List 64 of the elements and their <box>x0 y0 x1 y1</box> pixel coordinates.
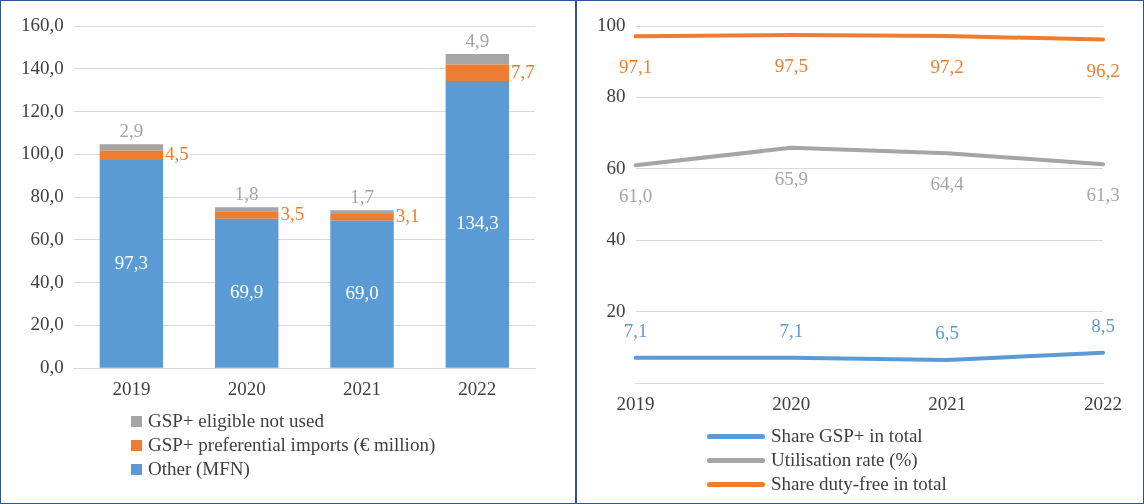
bar <box>445 54 510 65</box>
data-label: 7,1 <box>623 319 648 341</box>
bar <box>330 210 394 214</box>
y-tick-label: 140,0 <box>21 56 64 78</box>
y-tick-label: 80 <box>606 85 626 107</box>
y-tick-label: 20,0 <box>30 313 64 335</box>
bar <box>445 80 510 368</box>
x-tick-label: 2019 <box>616 392 655 414</box>
x-tick-label: 2022 <box>458 377 497 399</box>
y-tick-label: 20 <box>606 299 626 321</box>
x-tick-label: 2022 <box>1084 392 1122 414</box>
data-label: 1,7 <box>350 186 374 208</box>
legend-label: Other (MFN) <box>148 458 250 480</box>
legend-label: Share GSP+ in total <box>771 425 923 447</box>
legend-label: Share duty-free in total <box>771 473 947 495</box>
y-tick-label: 0,0 <box>40 356 64 378</box>
data-label: 97,1 <box>618 56 653 78</box>
bar <box>215 211 279 219</box>
bar <box>330 220 394 368</box>
data-label: 97,5 <box>774 54 808 76</box>
data-label: 8,5 <box>1091 314 1115 336</box>
x-tick-label: 2020 <box>772 392 811 414</box>
data-label: 7,1 <box>779 319 804 341</box>
y-tick-label: 40 <box>606 228 626 250</box>
bar <box>215 218 279 368</box>
data-label: 7,7 <box>511 60 535 82</box>
legend-label: GSP+ preferential imports (€ million) <box>148 434 436 456</box>
data-label: 3,5 <box>280 202 305 224</box>
data-label: 61,0 <box>618 185 653 207</box>
data-label: 3,1 <box>395 205 420 227</box>
data-label: 64,4 <box>930 173 965 195</box>
data-label: 1,8 <box>234 183 259 205</box>
data-label: 69,0 <box>345 282 379 304</box>
data-label: 4,9 <box>465 30 490 51</box>
bar <box>99 150 164 161</box>
y-tick-label: 160,0 <box>21 13 64 35</box>
y-tick-label: 60,0 <box>30 227 64 249</box>
data-label: 4,5 <box>165 143 189 165</box>
y-tick-label: 120,0 <box>21 99 64 121</box>
data-label: 61,3 <box>1086 184 1120 206</box>
y-tick-label: 40,0 <box>30 270 64 292</box>
data-label: 6,5 <box>935 321 960 343</box>
data-label: 65,9 <box>774 167 808 189</box>
y-tick-label: 100 <box>597 13 626 35</box>
data-label: 97,3 <box>114 251 149 273</box>
bar <box>330 214 394 221</box>
bar <box>445 64 510 81</box>
x-tick-label: 2021 <box>343 377 382 399</box>
data-label: 2,9 <box>119 120 144 142</box>
x-tick-label: 2020 <box>227 377 266 399</box>
legend-label: GSP+ eligible not used <box>148 410 324 432</box>
data-label: 69,9 <box>230 281 264 303</box>
legend-label: Utilisation rate (%) <box>771 449 918 471</box>
y-tick-label: 100,0 <box>21 142 64 164</box>
data-label: 134,3 <box>455 212 499 234</box>
data-label: 97,2 <box>930 55 964 77</box>
x-tick-label: 2021 <box>928 392 967 414</box>
data-label: 96,2 <box>1086 59 1120 81</box>
x-tick-label: 2019 <box>112 377 151 399</box>
y-tick-label: 60 <box>606 156 626 178</box>
bar <box>215 207 279 212</box>
y-tick-label: 80,0 <box>30 185 64 207</box>
bar <box>99 144 164 151</box>
bar <box>99 160 164 368</box>
